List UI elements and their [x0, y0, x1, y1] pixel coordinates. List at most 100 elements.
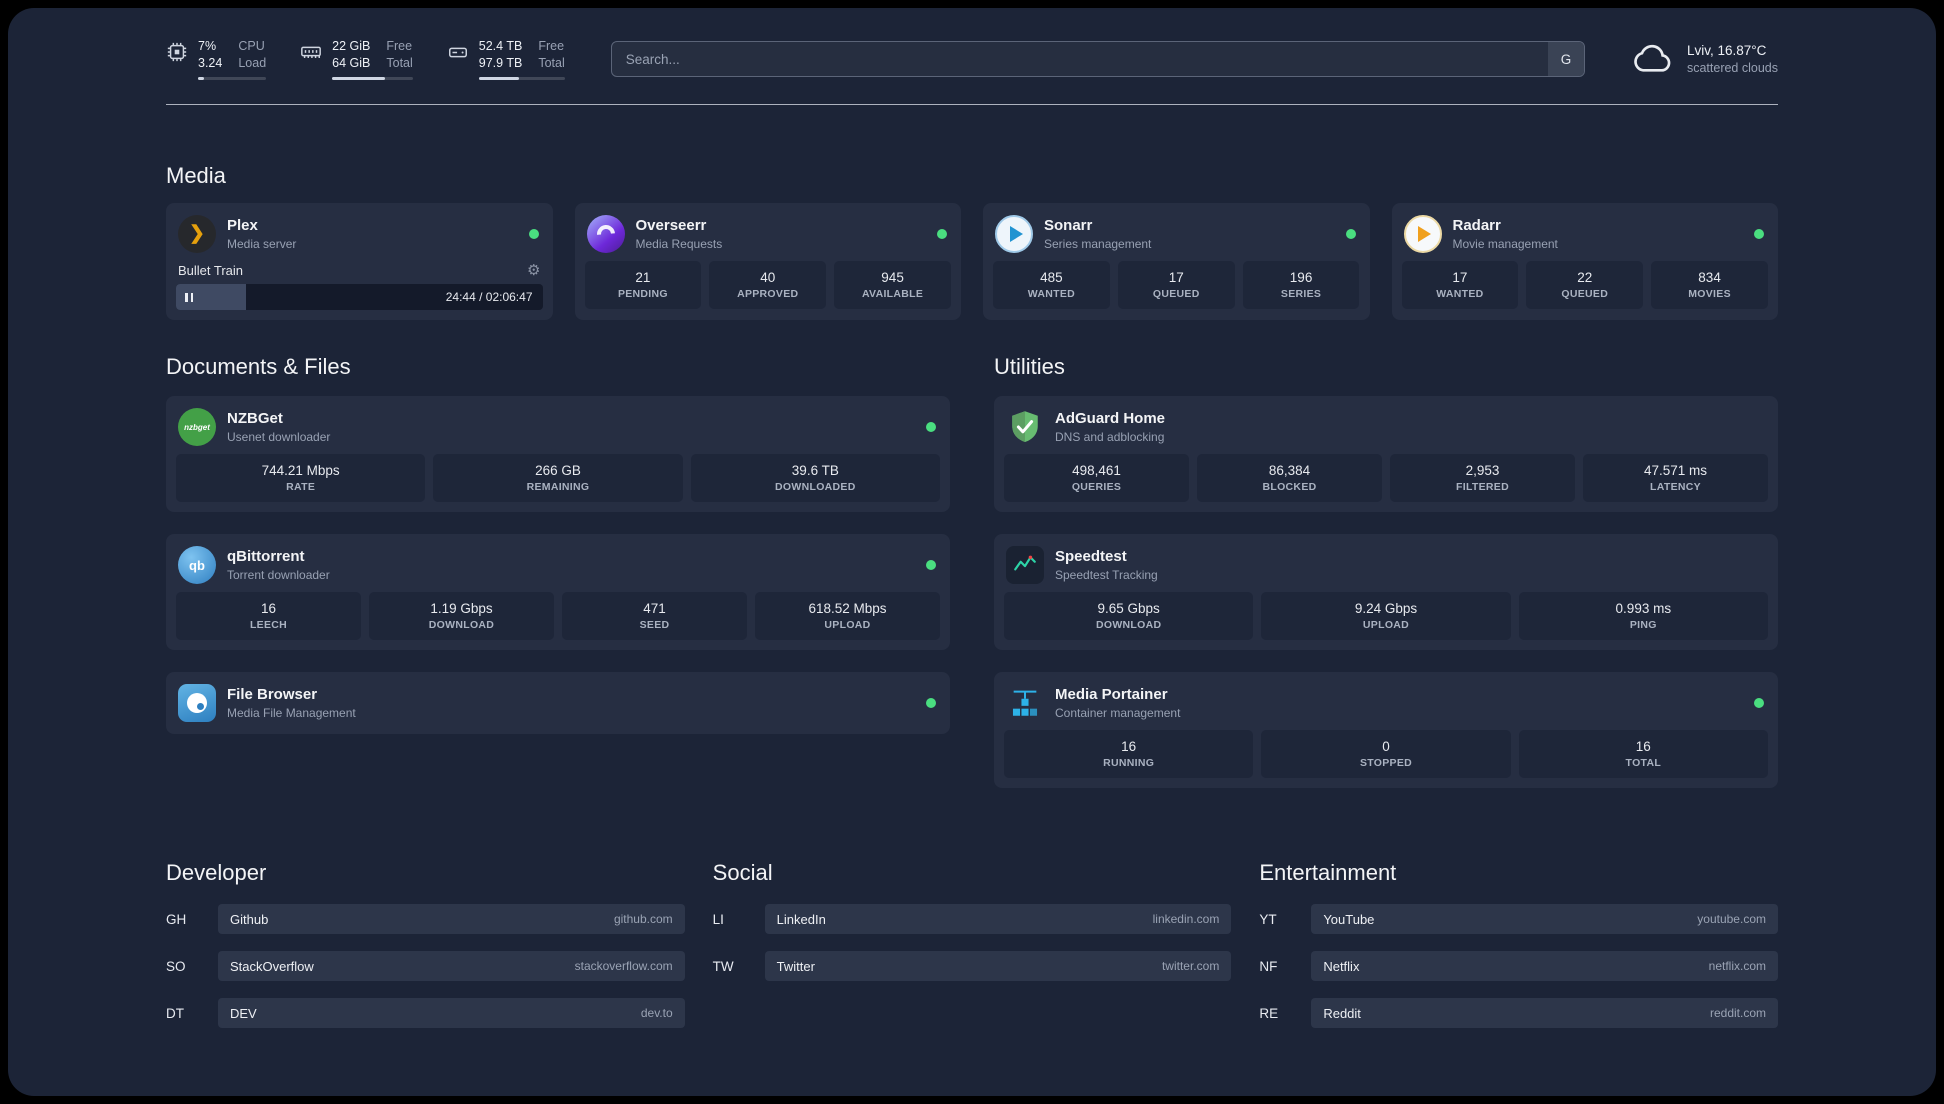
stat-value: 16	[1635, 739, 1651, 754]
service-card-portainer: Media Portainer Container management 16 …	[994, 672, 1778, 788]
bookmark-github[interactable]: GH Github github.com	[166, 904, 685, 934]
section-title-media: Media	[166, 163, 226, 188]
stat-label: SERIES	[1280, 288, 1322, 300]
ram-total: 64 GiB	[332, 56, 371, 70]
stat-tile: 0 STOPPED	[1261, 730, 1511, 778]
now-playing-title: Bullet Train	[178, 263, 244, 278]
stat-tile: 17 WANTED	[1401, 261, 1519, 309]
sonarr-icon	[995, 215, 1033, 253]
bookmark-name: Github	[230, 911, 269, 927]
weather-location: Lviv, 16.87°C	[1686, 43, 1767, 58]
weather-condition: scattered clouds	[1686, 61, 1778, 75]
media-card-grid: ❯ Plex Media server Bullet Train ⚙ 24:44…	[166, 203, 1778, 320]
bookmark-domain: youtube.com	[1697, 912, 1766, 926]
service-meta: Media Portainer Container management	[1055, 686, 1180, 720]
utilities-column: Utilities AdGuard Home DNS and adblockin…	[994, 354, 1778, 788]
stat-value: 485	[1040, 270, 1063, 285]
stat-tile: 39.6 TB DOWNLOADED	[690, 454, 940, 502]
stat-tile: 485 WANTED	[993, 261, 1110, 309]
bookmark-reddit[interactable]: RE Reddit reddit.com	[1259, 998, 1778, 1028]
service-meta: qBittorrent Torrent downloader	[227, 548, 330, 582]
bookmark-netflix[interactable]: NF Netflix netflix.com	[1259, 951, 1778, 981]
disk-usage-bar	[478, 77, 565, 80]
service-link-radarr[interactable]: Radarr Movie management	[1402, 213, 1769, 261]
bookmark-youtube[interactable]: YT YouTube youtube.com	[1259, 904, 1778, 934]
section-title-social: Social	[712, 860, 773, 885]
stat-label: RUNNING	[1103, 757, 1155, 769]
service-link-overseerr[interactable]: Overseerr Media Requests	[585, 213, 952, 261]
service-link-portainer[interactable]: Media Portainer Container management	[1004, 682, 1768, 730]
service-link-qbittorrent[interactable]: qb qBittorrent Torrent downloader	[176, 544, 940, 592]
bookmark-domain: reddit.com	[1709, 1006, 1766, 1020]
stat-tile: 17 QUEUED	[1117, 261, 1235, 309]
bookmark-stackoverflow[interactable]: SO StackOverflow stackoverflow.com	[166, 951, 685, 981]
stat-tile: 1.19 Gbps DOWNLOAD	[369, 592, 554, 640]
service-card-adguard: AdGuard Home DNS and adblocking 498,461 …	[994, 396, 1778, 512]
status-dot	[1754, 229, 1764, 239]
stat-label: REMAINING	[526, 481, 590, 493]
service-meta: NZBGet Usenet downloader	[227, 410, 330, 444]
stat-label: STOPPED	[1359, 757, 1413, 769]
stat-tile: 16 LEECH	[176, 592, 361, 640]
status-dot	[1345, 229, 1356, 239]
bookmark-group-entertainment: Entertainment YT YouTube youtube.com NF …	[1259, 860, 1778, 1045]
service-meta: AdGuard Home DNS and adblocking	[1055, 410, 1165, 444]
stat-label: MOVIES	[1688, 288, 1731, 300]
bookmark-dev[interactable]: DT DEV dev.to	[166, 998, 685, 1028]
pause-icon[interactable]	[185, 292, 193, 302]
bookmark-abbr: LI	[712, 911, 724, 927]
bookmark-pill: DEV dev.to	[218, 998, 685, 1028]
bookmark-domain: github.com	[613, 912, 673, 926]
service-stats: 744.21 Mbps RATE 266 GB REMAINING 39.6 T…	[176, 454, 940, 502]
disk-total-label: Total	[538, 56, 565, 70]
bookmark-abbr: DT	[166, 1005, 184, 1021]
stat-value: 1.19 Gbps	[430, 601, 493, 616]
bookmark-twitter[interactable]: TW Twitter twitter.com	[713, 951, 1232, 981]
service-link-speedtest[interactable]: Speedtest Speedtest Tracking	[1004, 544, 1768, 592]
bookmark-name: Netflix	[1323, 958, 1360, 974]
service-stats: 16 LEECH 1.19 Gbps DOWNLOAD 471 SEED 618…	[176, 592, 940, 640]
portainer-crane-icon	[1006, 684, 1044, 722]
ram-free: 22 GiB	[332, 39, 371, 53]
stat-value: 834	[1698, 270, 1721, 285]
search-bar: G	[610, 41, 1585, 77]
top-bar: 7% CPU 3.24 Load 22 GiB Free 6	[166, 38, 1778, 80]
service-meta: File Browser Media File Management	[227, 686, 356, 720]
bookmark-domain: twitter.com	[1161, 959, 1220, 973]
service-link-nzbget[interactable]: nzbget NZBGet Usenet downloader	[176, 406, 940, 454]
stat-value: 16	[260, 601, 277, 616]
service-link-filebrowser[interactable]: File Browser Media File Management	[176, 682, 940, 724]
service-meta: Speedtest Speedtest Tracking	[1055, 548, 1158, 582]
service-link-plex[interactable]: ❯ Plex Media server	[176, 213, 543, 261]
status-dot	[528, 229, 539, 239]
service-subtitle: Series management	[1044, 237, 1152, 251]
stat-tile: 471 SEED	[562, 592, 747, 640]
stat-value: 86,384	[1268, 463, 1311, 478]
stat-value: 266 GB	[535, 463, 581, 478]
service-title: Overseerr	[635, 217, 707, 234]
service-link-sonarr[interactable]: Sonarr Series management	[993, 213, 1360, 261]
bookmark-name: Twitter	[776, 958, 815, 974]
stat-label: FILTERED	[1456, 481, 1509, 493]
gear-icon[interactable]: ⚙	[527, 262, 541, 279]
bookmark-pill: StackOverflow stackoverflow.com	[218, 951, 685, 981]
search-provider-button[interactable]: G	[1547, 42, 1584, 76]
playback-time: 24:44 / 02:06:47	[445, 290, 533, 304]
search-input[interactable]	[610, 41, 1585, 77]
bookmark-abbr: GH	[166, 911, 187, 927]
stat-tile: 9.24 Gbps UPLOAD	[1261, 592, 1511, 640]
service-card-radarr: Radarr Movie management 17 WANTED 22 QUE…	[1391, 203, 1778, 320]
bookmark-linkedin[interactable]: LI LinkedIn linkedin.com	[713, 904, 1232, 934]
stat-value: 471	[643, 601, 666, 616]
disk-free: 52.4 TB	[478, 39, 523, 53]
service-title: NZBGet	[227, 410, 283, 427]
service-subtitle: Media server	[227, 237, 297, 251]
service-title: Radarr	[1452, 217, 1501, 234]
bookmark-domain: stackoverflow.com	[574, 959, 673, 973]
stat-tile: 16 TOTAL	[1518, 730, 1768, 778]
playback-progress-bar[interactable]: 24:44 / 02:06:47	[176, 284, 543, 310]
status-dot	[926, 422, 936, 432]
cpu-chip-icon	[166, 41, 188, 68]
service-link-adguard[interactable]: AdGuard Home DNS and adblocking	[1004, 406, 1768, 454]
service-card-overseerr: Overseerr Media Requests 21 PENDING 40 A…	[574, 203, 961, 320]
